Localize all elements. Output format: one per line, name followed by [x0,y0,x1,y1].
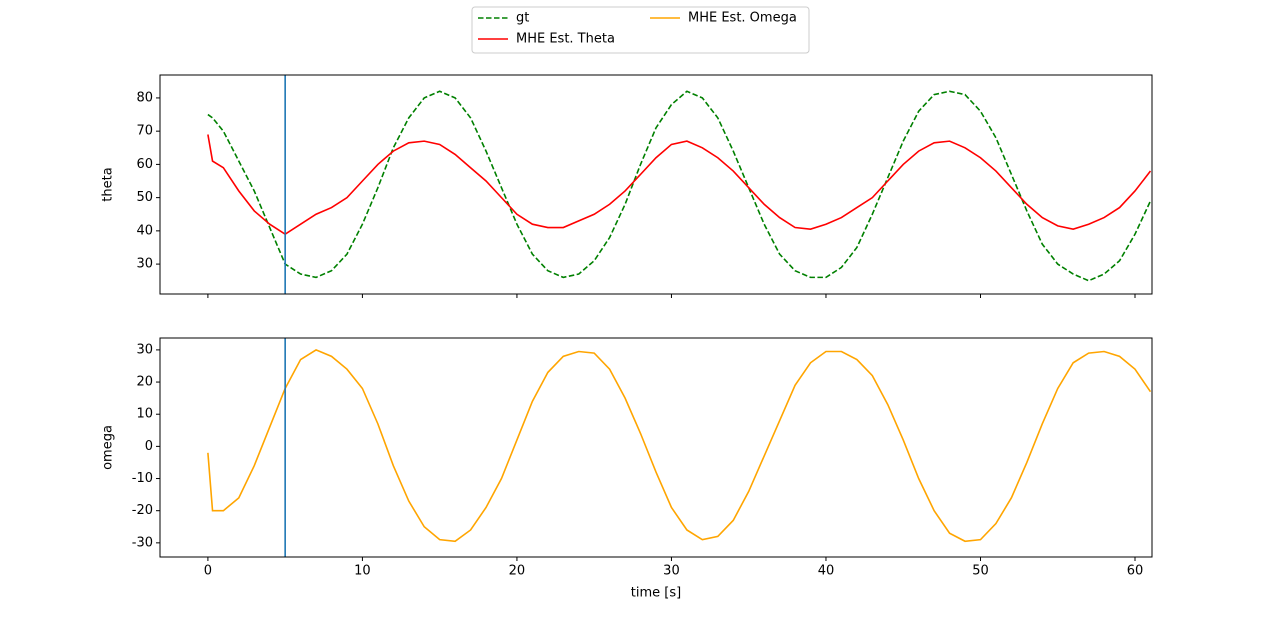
data-line [207,90,1152,282]
data-line [207,134,1152,236]
y-tick-label: -20 [132,503,153,518]
x-axis-label: time [s] [631,586,681,601]
legend-box [471,6,810,54]
x-tick-label: 40 [818,564,835,579]
y-tick-label: 30 [136,342,153,357]
y-tick-label: 40 [136,223,153,238]
x-tick-label: 50 [972,564,989,579]
x-tick-label: 60 [1127,564,1144,579]
y-axis-label: omega [101,425,116,470]
y-tick-label: -30 [132,535,153,550]
x-tick-label: 10 [354,564,371,579]
y-tick-label: 50 [136,190,153,205]
y-tick-label: -10 [132,471,153,486]
data-line [207,349,1152,543]
y-tick-label: 60 [136,157,153,172]
y-axis-label: theta [101,167,116,201]
legend-label: gt [516,11,529,26]
y-tick-label: 70 [136,124,153,139]
y-tick-label: 0 [145,439,153,454]
x-tick-label: 30 [663,564,680,579]
axes-frame [159,337,1153,558]
y-tick-label: 10 [136,407,153,422]
y-tick-label: 30 [136,257,153,272]
legend-label: MHE Est. Omega [688,11,797,26]
legend-label: MHE Est. Theta [516,32,615,47]
y-tick-label: 20 [136,375,153,390]
x-tick-label: 20 [509,564,526,579]
axes-frame [159,74,1153,295]
y-tick-label: 80 [136,90,153,105]
x-tick-label: 0 [204,564,212,579]
